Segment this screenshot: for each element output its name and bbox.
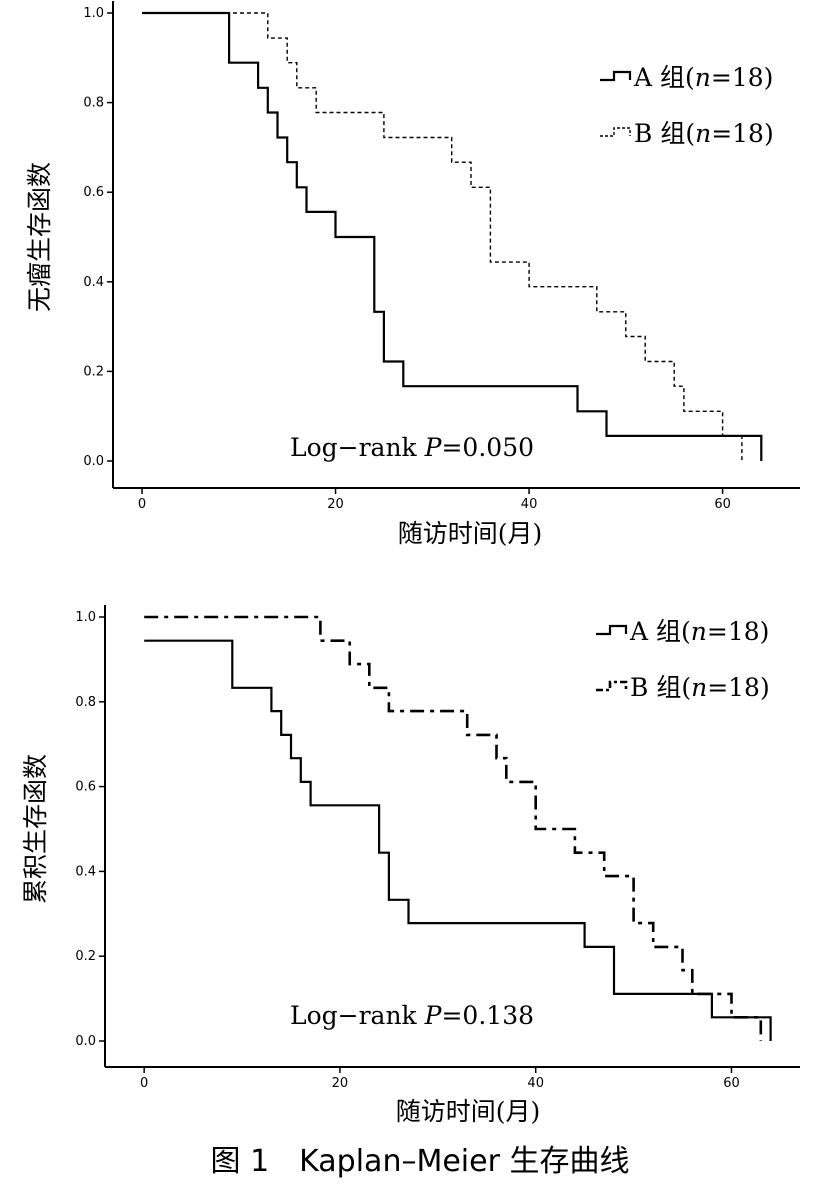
- x-tick-label: 20: [332, 1076, 349, 1091]
- y-tick-label: 0.4: [83, 275, 104, 290]
- legend-entry-b: B 组(n=18): [596, 673, 770, 702]
- log-rank-annotation: Log−rank P=0.050: [290, 433, 534, 462]
- y-axis-label: 无瘤生存函数: [25, 162, 54, 312]
- legend-entry-a: A 组(n=18): [596, 617, 769, 646]
- x-tick-label: 40: [521, 497, 538, 512]
- x-tick-label: 0: [140, 1076, 148, 1091]
- y-tick-label: 1.0: [75, 610, 96, 625]
- series-line-b: [144, 615, 763, 1041]
- legend-label: A 组(n=18): [629, 617, 769, 646]
- y-tick-label: 0.2: [75, 949, 96, 964]
- y-tick-label: 0.0: [75, 1034, 96, 1049]
- figure-caption: 图 1 Kaplan–Meier 生存曲线: [210, 1144, 630, 1179]
- y-tick-label: 0.8: [75, 695, 96, 710]
- x-axis-label: 随访时间(月): [396, 1097, 541, 1126]
- y-tick-label: 0.8: [83, 96, 104, 111]
- legend-entry-a: A 组(n=18): [600, 63, 773, 92]
- y-axis-label: 累积生存函数: [21, 754, 50, 904]
- log-rank-annotation: Log−rank P=0.138: [290, 1001, 534, 1030]
- legend-swatch: [600, 70, 632, 82]
- legend-swatch: [600, 127, 631, 137]
- x-axis-label: 随访时间(月): [398, 519, 543, 548]
- x-tick-label: 40: [527, 1076, 544, 1091]
- series-line-a: [142, 11, 763, 461]
- series-line-b: [142, 12, 743, 461]
- y-tick-label: 0.6: [83, 185, 104, 200]
- series-line-a: [144, 639, 772, 1041]
- legend-entry-b: B 组(n=18): [600, 119, 774, 148]
- y-tick-label: 0.4: [75, 864, 96, 879]
- y-tick-label: 0.0: [83, 454, 104, 469]
- y-tick-label: 0.2: [83, 364, 104, 379]
- x-tick-label: 60: [714, 497, 731, 512]
- legend-label: A 组(n=18): [633, 63, 773, 92]
- legend-label: B 组(n=18): [630, 673, 770, 702]
- legend-label: B 组(n=18): [634, 119, 774, 148]
- x-tick-label: 20: [327, 497, 344, 512]
- legend-swatch: [596, 624, 628, 636]
- x-tick-label: 60: [723, 1076, 740, 1091]
- x-tick-label: 0: [138, 497, 146, 512]
- y-tick-label: 0.6: [75, 780, 96, 795]
- legend-swatch: [596, 680, 628, 692]
- y-tick-label: 1.0: [83, 6, 104, 21]
